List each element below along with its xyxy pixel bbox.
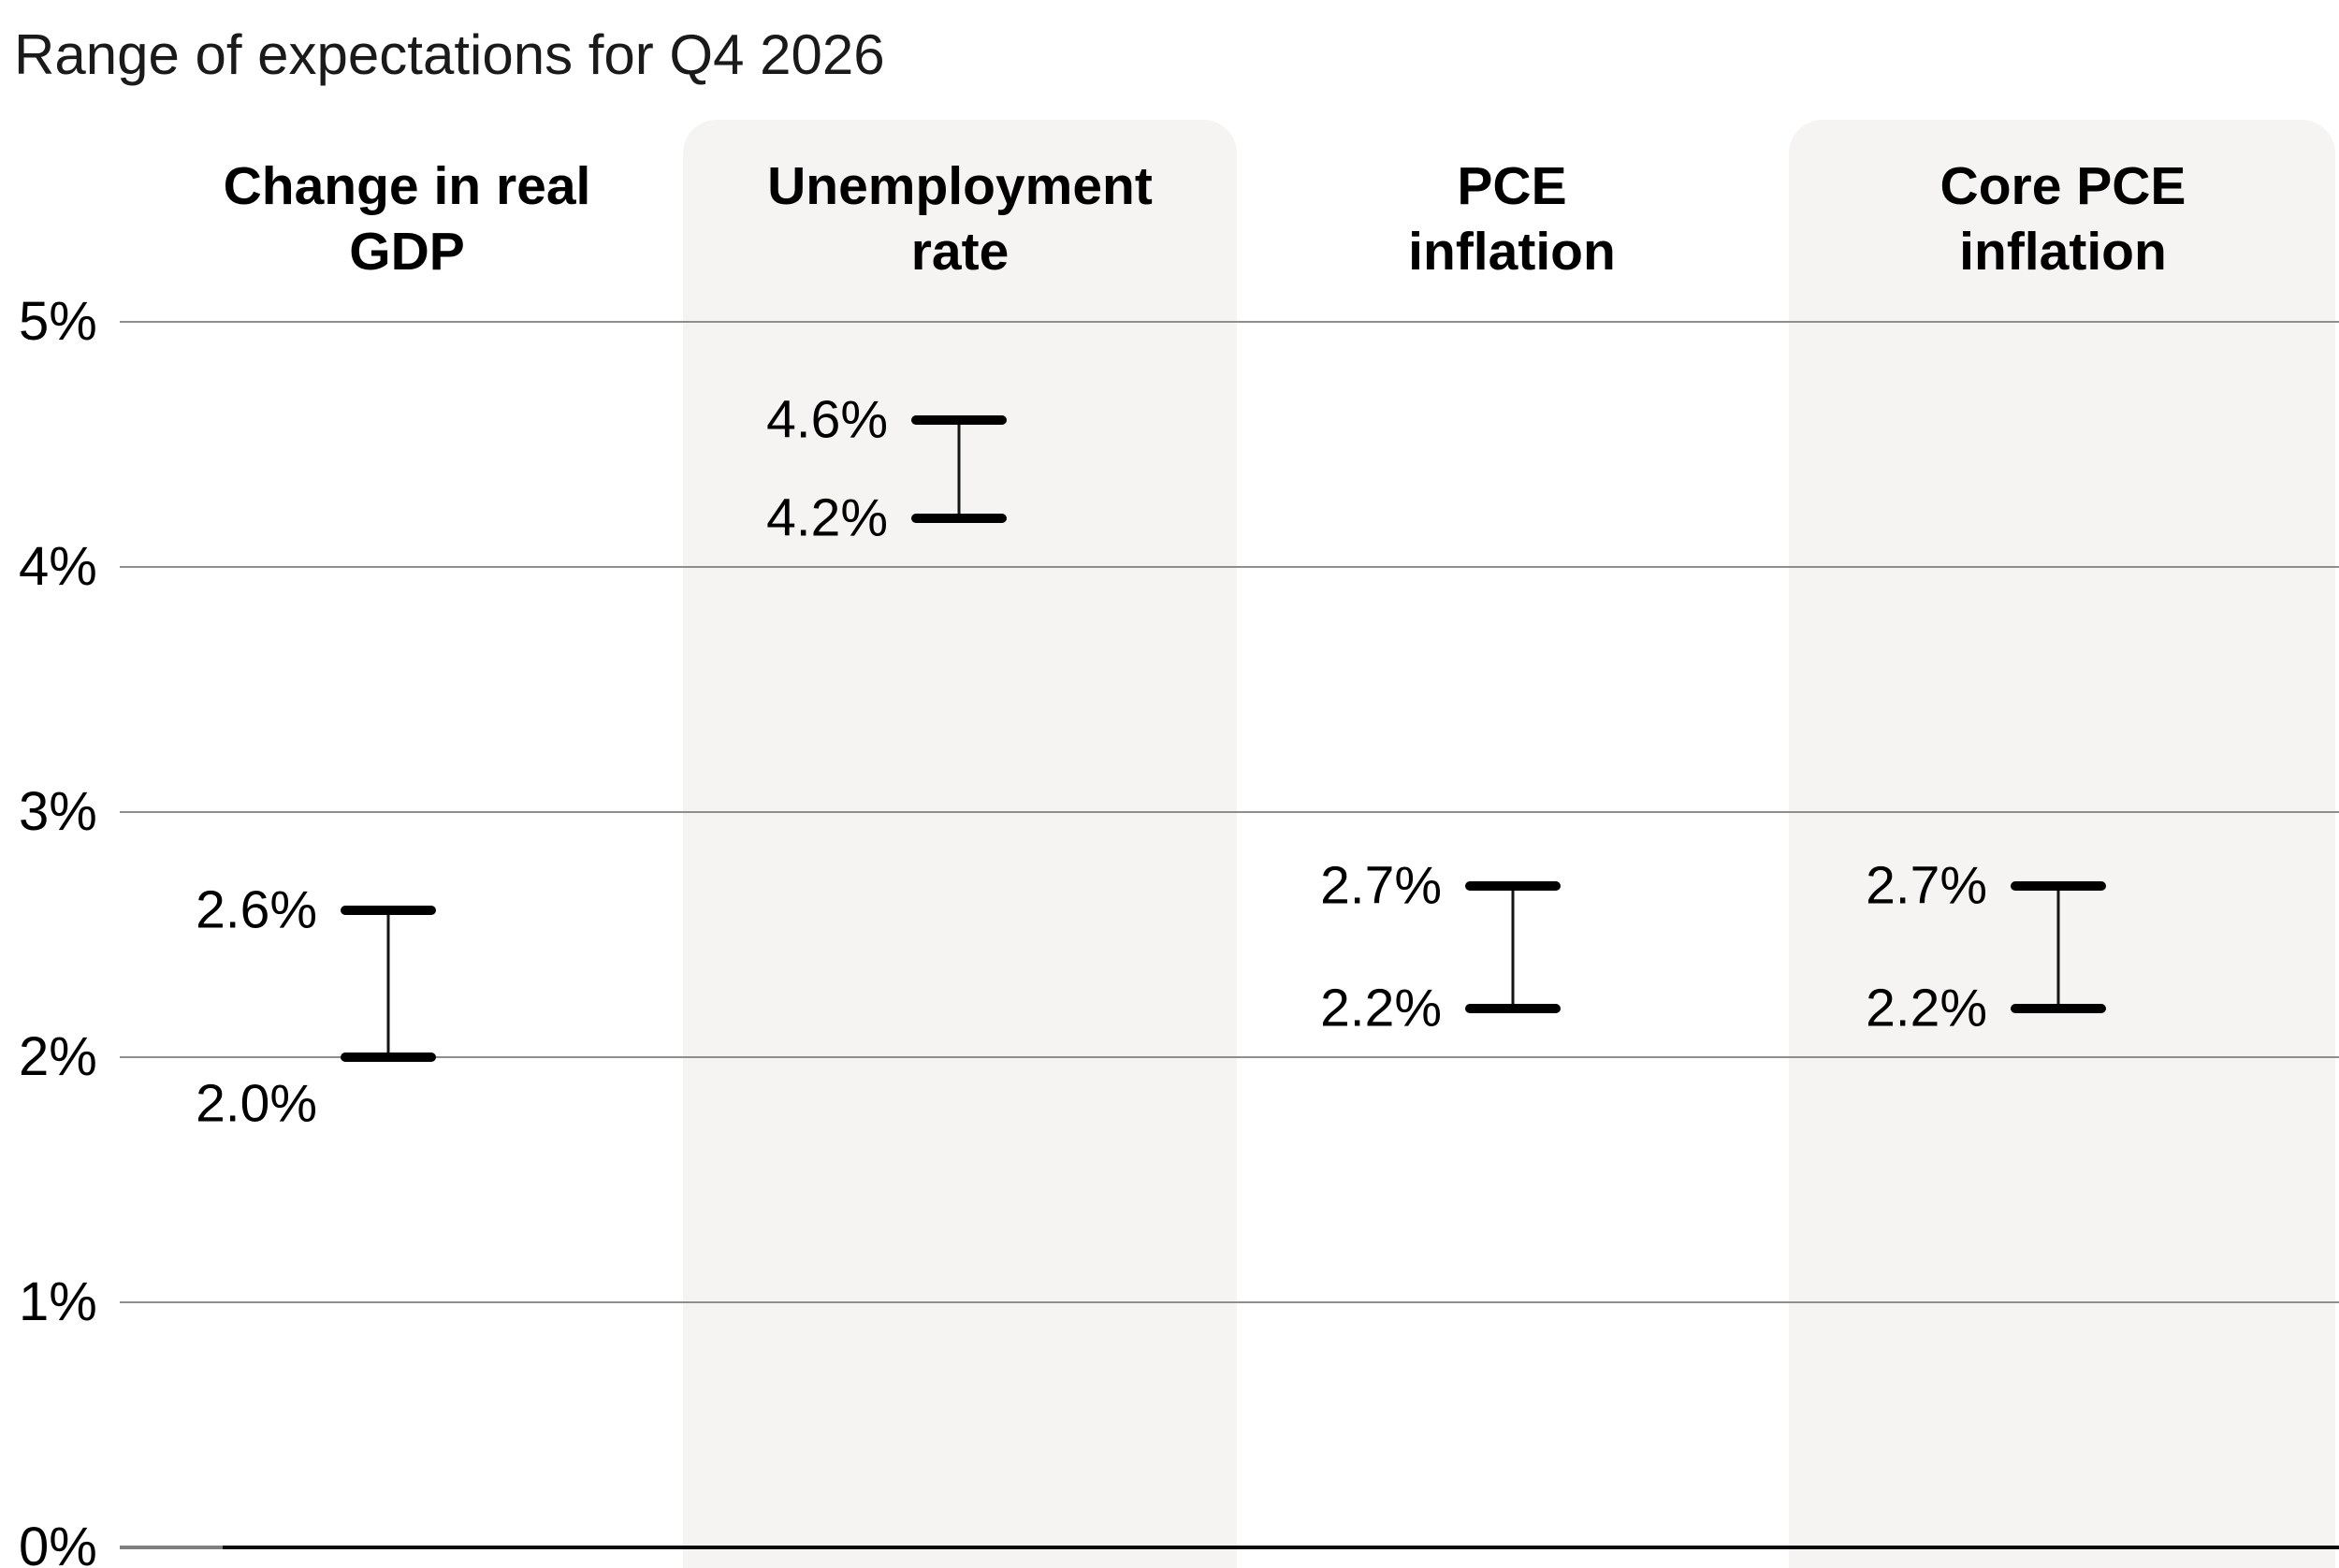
value-label-high: 2.7% bbox=[1866, 855, 1987, 916]
column-header-line: rate bbox=[910, 222, 1010, 282]
column-band-unemployment-rate bbox=[683, 120, 1237, 1568]
column-header-line: inflation bbox=[1959, 222, 2167, 282]
errorbar-cap-low bbox=[1465, 1004, 1561, 1013]
value-label-low: 2.2% bbox=[1866, 978, 1987, 1038]
y-gridline-2pct bbox=[120, 1056, 2339, 1058]
value-label-high: 2.7% bbox=[1320, 855, 1442, 916]
errorbar-cap-high bbox=[341, 906, 436, 915]
value-label-low: 4.2% bbox=[766, 487, 888, 548]
errorbar-cap-high bbox=[2011, 881, 2106, 891]
value-label-high: 2.6% bbox=[196, 879, 317, 940]
y-tick-label-4pct: 4% bbox=[19, 536, 97, 597]
y-gridline-1pct bbox=[120, 1301, 2339, 1303]
y-tick-label-3pct: 3% bbox=[19, 781, 97, 842]
column-header-unemployment-rate: Unemployment rate bbox=[684, 153, 1236, 284]
errorbar-connector bbox=[1511, 886, 1515, 1009]
column-header-line: PCE bbox=[1457, 156, 1567, 216]
x-axis-baseline bbox=[223, 1546, 2339, 1549]
y-tick-label-0pct: 0% bbox=[19, 1517, 97, 1568]
column-header-line: Unemployment bbox=[767, 156, 1153, 216]
column-header-line: Change in real bbox=[223, 156, 591, 216]
y-tick-label-1pct: 1% bbox=[19, 1271, 97, 1332]
column-header-pce-inflation: PCE inflation bbox=[1236, 153, 1788, 284]
y-gridline-5pct bbox=[120, 321, 2339, 323]
value-label-low: 2.0% bbox=[196, 1073, 317, 1134]
errorbar-cap-low bbox=[2011, 1004, 2106, 1013]
y-gridline-0pct-lead bbox=[120, 1546, 223, 1549]
column-header-core-pce-inflation: Core PCE inflation bbox=[1787, 153, 2339, 284]
errorbar-connector bbox=[2056, 886, 2060, 1009]
errorbar-cap-high bbox=[1465, 881, 1561, 891]
column-header-change-in-real-gdp: Change in real GDP bbox=[131, 153, 683, 284]
value-label-high: 4.6% bbox=[766, 389, 888, 450]
y-tick-label-2pct: 2% bbox=[19, 1026, 97, 1087]
column-band-core-pce-inflation bbox=[1789, 120, 2335, 1568]
value-label-low: 2.2% bbox=[1320, 978, 1442, 1038]
errorbar-cap-high bbox=[911, 415, 1007, 425]
column-header-line: Core PCE bbox=[1939, 156, 2186, 216]
errorbar-cap-low bbox=[341, 1053, 436, 1062]
errorbar-connector bbox=[957, 420, 961, 518]
chart-title: Range of expectations for Q4 2026 bbox=[14, 23, 885, 86]
errorbar-cap-low bbox=[911, 514, 1007, 523]
y-gridline-3pct bbox=[120, 811, 2339, 813]
errorbar-connector bbox=[386, 910, 390, 1057]
y-gridline-4pct bbox=[120, 566, 2339, 568]
column-header-line: inflation bbox=[1408, 222, 1616, 282]
y-tick-label-5pct: 5% bbox=[19, 291, 97, 352]
column-header-line: GDP bbox=[349, 222, 465, 282]
